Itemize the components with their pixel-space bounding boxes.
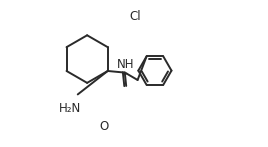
- Text: NH: NH: [117, 58, 134, 71]
- Text: Cl: Cl: [129, 10, 140, 23]
- Text: H₂N: H₂N: [59, 102, 81, 115]
- Text: O: O: [99, 120, 108, 133]
